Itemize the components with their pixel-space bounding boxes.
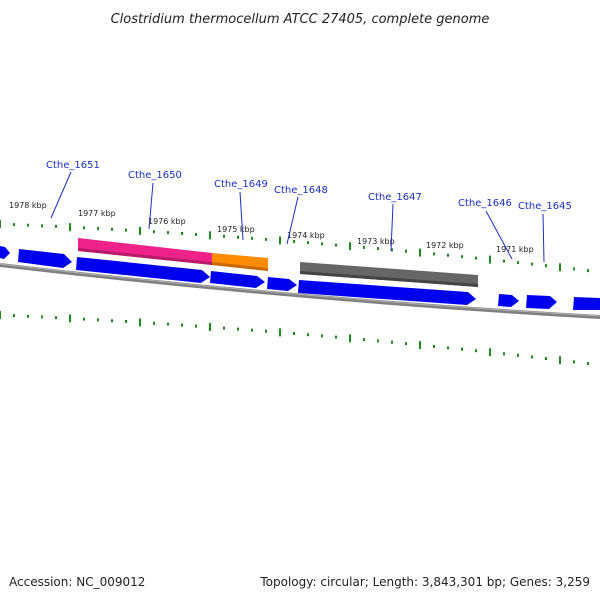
gene-leader-lines [50,171,545,263]
scale-label-1977: 1977 kbp [78,209,116,218]
highlight-cthe-1650[interactable] [78,238,212,265]
scale-label-1974: 1974 kbp [287,231,325,240]
highlight-cthe-1647-shade [300,271,478,287]
scale-label-1973: 1973 kbp [357,237,395,246]
gene-arrow[interactable] [210,271,265,288]
gene-label-cthe-1646[interactable]: Cthe_1646 [458,198,512,209]
gene-arrow[interactable] [573,297,600,310]
gene-labels: Cthe_1651 Cthe_1650 Cthe_1649 Cthe_1648 … [46,160,572,212]
gene-label-cthe-1647[interactable]: Cthe_1647 [368,192,422,203]
genome-backbone-highlight [0,263,600,317]
gene-arrow[interactable] [0,246,10,259]
gene-arrow[interactable] [526,295,557,309]
scale-label-1972: 1972 kbp [426,241,464,250]
gene-arrow[interactable] [267,277,297,291]
gene-label-cthe-1649[interactable]: Cthe_1649 [214,179,268,190]
scale-label-1971: 1971 kbp [496,245,534,254]
gene-arrow[interactable] [76,257,210,283]
highlight-bars [78,238,478,287]
lower-scale-ticks [0,311,589,365]
gene-arrow[interactable] [498,294,519,307]
upper-scale-ticks [0,220,589,273]
scale-label-1978: 1978 kbp [9,201,47,210]
highlight-cthe-1650-shade [78,248,212,265]
scale-label-1975: 1975 kbp [217,225,255,234]
gene-label-cthe-1648[interactable]: Cthe_1648 [274,185,328,196]
accession-text: Accession: NC_009012 [9,575,145,589]
gene-label-cthe-1650[interactable]: Cthe_1650 [128,170,182,181]
gene-arrow[interactable] [18,249,72,268]
scale-labels: 1978 kbp 1977 kbp 1976 kbp 1975 kbp 1974… [9,201,534,254]
gene-label-cthe-1651[interactable]: Cthe_1651 [46,160,100,171]
scale-label-1976: 1976 kbp [148,217,186,226]
gene-arrows [0,246,600,310]
gene-arrow[interactable] [298,280,476,305]
genome-backbone [0,263,600,319]
map-title: Clostridium thermocellum ATCC 27405, com… [111,12,490,27]
highlight-cthe-1649-shade [212,262,268,271]
genome-summary-text: Topology: circular; Length: 3,843,301 bp… [259,575,590,589]
gene-label-cthe-1645[interactable]: Cthe_1645 [518,201,572,212]
